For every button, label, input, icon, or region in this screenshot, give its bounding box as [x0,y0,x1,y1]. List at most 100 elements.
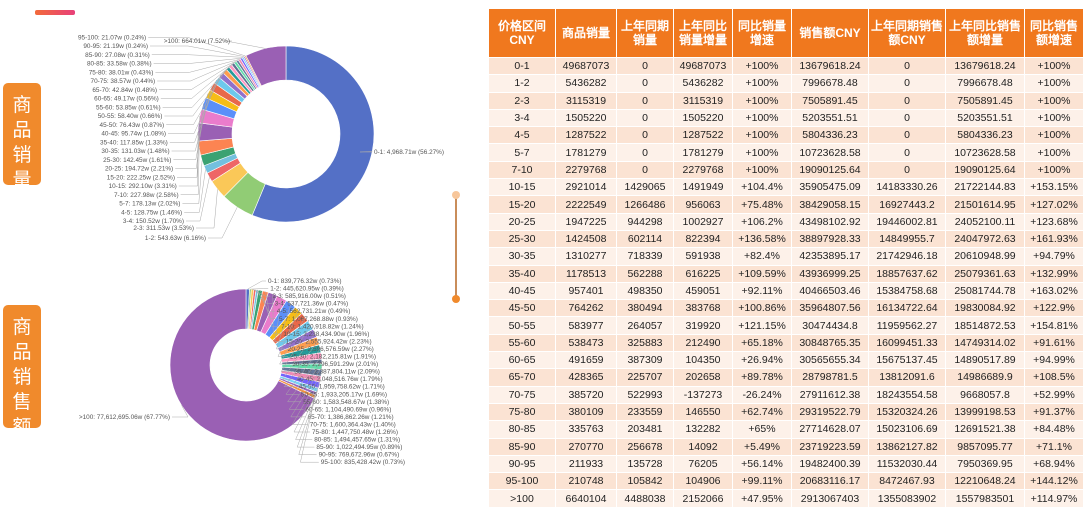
table-cell: 7505891.45 [792,92,868,109]
table-cell: 7950369.95 [946,455,1024,473]
table-cell: 2913067403 [792,490,868,507]
table-body: 0-1 49687073 0 49687073 +100% 13679618.24 0 136… [489,58,1083,507]
table-cell: 30474434.8 [792,317,868,334]
pie-leader-line [254,289,273,304]
table-cell: +154.81% [1025,317,1083,334]
table-cell: 4488038 [617,490,673,507]
accent-bar [35,10,75,15]
table-cell: 21501614.95 [946,196,1024,213]
pie-label: 10-15: 292.10w (3.31%) [109,183,177,190]
pie-label: 70-75: 1,600,364.43w (1.40%) [310,421,396,428]
table-cell: 7996678.48 [792,75,868,92]
pie-label: 60-65: 1,104,490.69w (0.96%) [305,406,391,413]
table-cell: 5436282 [556,75,616,92]
table-row: 10-15 2921014 1429065 1491949 +104.4% 3590547… [489,179,1083,196]
pie-label: 4-5: 562,731.21w (0.49%) [277,308,351,315]
table-row: >100 6640104 4488038 2152066 +47.95% 29130674… [489,490,1083,507]
pie-leader-line [166,70,225,125]
pie-label: 30-35: 2,296,591.29w (2.01%) [292,361,378,368]
pie-label: 50-55: 1,933,205.17w (1.69%) [301,391,387,398]
pie-label: 3-4: 537,721.36w (0.47%) [275,301,349,308]
table-cell: 522993 [617,386,673,403]
table-cell: +153.15% [1025,179,1083,196]
table-cell: 9668057.8 [946,386,1024,403]
table-cell: +92.11% [733,282,791,300]
table-cell: 2279768 [674,161,732,179]
table-cell: 0 [869,161,945,179]
table-cell: +144.12% [1025,473,1083,490]
table-cell: 1781279 [674,144,732,161]
pie-leader-line [172,405,189,418]
pie-leader-line [283,340,319,387]
table-row: 35-40 1178513 562288 616225 +109.59% 43936999… [489,265,1083,282]
table-cell: 13679618.24 [946,58,1024,75]
pie-label: 85-90: 27.08w (0.31%) [85,52,150,59]
table-cell: 5203551.51 [792,109,868,127]
pie-label: 25-30: 142.45w (1.61%) [103,157,171,164]
pie-leader-line [272,293,282,335]
pie-label: 25-30: 2,182,215.81w (1.91%) [290,354,376,361]
pie-label: 35-40: 117.85w (1.33%) [100,139,168,146]
pie-label: 75-80: 1,447,750.48w (1.26%) [312,429,398,436]
table-cell: 25-30 [489,230,555,248]
pie-leader-line [287,355,322,403]
table-cell: 50-55 [489,317,555,334]
pie-label: >100: 664.01w (7.52%) [164,38,230,45]
pie-leader-line [178,131,199,187]
table-cell: 13679618.24 [792,58,868,75]
table-row: 50-55 583977 264057 319920 +121.15% 30474434.… [489,317,1083,334]
table-cell: 459051 [674,282,732,300]
table-cell: +62.74% [733,403,791,421]
pie-slice [245,45,287,87]
pie-label: 65-70: 42.84w (0.48%) [92,87,157,94]
table-cell: 2279768 [556,161,616,179]
table-cell: 19482400.39 [792,455,868,473]
table-cell: 562288 [617,265,673,282]
table-cell: 19446002.81 [869,213,945,230]
table-cell: 380109 [556,403,616,421]
table-cell: 6640104 [556,490,616,507]
table-cell: 2152066 [674,490,732,507]
pie-leader-line [300,396,319,463]
pie-label: 95-100: 835,428.42w (0.73%) [321,459,405,466]
table-cell: 203481 [617,421,673,438]
pie-leader-line [148,37,246,57]
table-cell: 30-35 [489,248,555,265]
table-row: 40-45 957401 498350 459051 +92.11% 40466503.4… [489,282,1083,300]
table-cell: +161.93% [1025,230,1083,248]
pie-label: 20-25: 2,596,576.59w (2.27%) [288,346,374,353]
pie-label: 20-25: 194.72w (2.21%) [105,166,173,173]
pie-label: 10-15: 2,238,434.90w (1.96%) [283,331,369,338]
table-cell: +108.5% [1025,369,1083,386]
table-cell: 498350 [617,282,673,300]
table-cell: +123.68% [1025,213,1083,230]
table-cell: 0 [617,144,673,161]
table-cell: 1355083902 [869,490,945,507]
table-cell: 1505220 [556,109,616,127]
table-cell: 20-25 [489,213,555,230]
table-row: 7-10 2279768 0 2279768 +100% 19090125.64 0 1909… [489,161,1083,179]
side-label-sales-volume-char: 品 [12,120,32,141]
pie-leader-line [296,390,318,448]
table-cell: 49687073 [674,58,732,75]
table-row: 20-25 1947225 944298 1002927 +106.2% 43498102… [489,213,1083,230]
table-row: 45-50 764262 380494 383768 +100.86% 35964807.… [489,300,1083,317]
table-cell: 15384758.68 [869,282,945,300]
table-cell: 60-65 [489,352,555,369]
pie-leader-line [155,59,240,73]
table-cell: 40466503.46 [792,282,868,300]
pie-label: 5-7: 178.13w (2.02%) [119,201,180,208]
table-cell: 1002927 [674,213,732,230]
table-cell: 11959562.27 [869,317,945,334]
table-cell: +100% [733,58,791,75]
table-cell: 35-40 [489,265,555,282]
table-cell: +109.59% [733,265,791,282]
table-cell: +94.79% [1025,248,1083,265]
table-cell: +100% [1025,58,1083,75]
table-cell: +100% [1025,127,1083,144]
table-cell: 14183330.26 [869,179,945,196]
pie-label: 7-10: 227.98w (2.58%) [114,192,179,199]
table-cell: 29319522.79 [792,403,868,421]
table-cell: 10-15 [489,179,555,196]
pie-label: 0-1: 839,776.32w (0.73%) [268,278,342,285]
